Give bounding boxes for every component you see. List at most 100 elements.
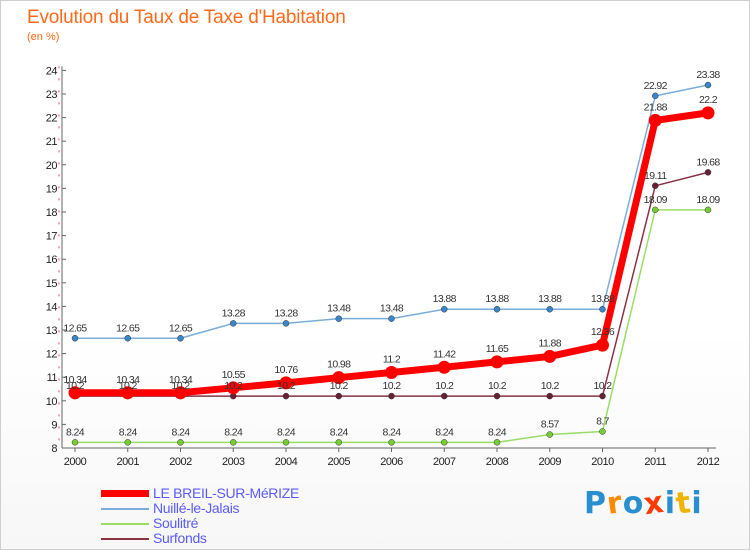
data-point xyxy=(599,392,606,400)
y-tick-label: 8 xyxy=(51,443,57,455)
data-point xyxy=(279,376,293,390)
data-label: 10.55 xyxy=(222,369,246,381)
data-point xyxy=(282,320,290,327)
x-tick-label: 2007 xyxy=(433,456,456,468)
data-label: 8.24 xyxy=(330,426,349,438)
data-point xyxy=(441,392,448,400)
data-point xyxy=(652,92,659,100)
data-label: 12.65 xyxy=(169,322,193,334)
data-point xyxy=(388,392,395,400)
data-point xyxy=(441,305,448,313)
data-point xyxy=(493,439,501,446)
data-point xyxy=(121,386,135,400)
y-tick-label: 15 xyxy=(46,278,58,290)
data-label: 13.28 xyxy=(274,307,298,319)
data-label: 10.2 xyxy=(224,380,243,392)
y-tick-label: 19 xyxy=(46,183,58,195)
legend-swatch xyxy=(101,490,149,497)
data-labels-layer: 8.24 8.24 8.24 8.24 8.24 8.24 8.24 8.24 8.24 8.57… xyxy=(63,69,721,438)
data-point xyxy=(174,386,187,400)
data-label: 10.34 xyxy=(169,374,193,386)
data-label: 10.2 xyxy=(277,380,296,392)
data-label: 23.38 xyxy=(696,69,720,81)
data-point xyxy=(71,335,79,342)
y-tick-label: 22 xyxy=(46,113,58,125)
data-label: 13.48 xyxy=(380,303,404,315)
data-label: 8.24 xyxy=(277,426,296,438)
logo-letter: i xyxy=(664,486,677,521)
y-tick-label: 17 xyxy=(46,231,58,243)
x-tick-label: 2005 xyxy=(328,456,351,468)
data-label: 21.88 xyxy=(644,101,668,113)
data-label: 8.57 xyxy=(541,419,560,431)
data-label: 11.42 xyxy=(433,348,456,360)
data-label: 18.09 xyxy=(644,194,668,206)
x-tick-label: 2004 xyxy=(275,456,298,468)
data-label: 8.24 xyxy=(488,426,507,438)
data-point xyxy=(652,206,659,214)
y-tick-label: 23 xyxy=(46,89,58,101)
data-label: 8.7 xyxy=(596,415,610,427)
data-point xyxy=(704,206,712,214)
legend-swatch xyxy=(101,538,149,540)
x-tick-label: 2009 xyxy=(539,456,562,468)
data-label: 13.88 xyxy=(538,293,562,305)
data-point xyxy=(599,305,606,313)
data-point xyxy=(177,439,184,446)
data-label: 11.65 xyxy=(486,343,509,355)
data-point xyxy=(226,381,240,395)
data-point xyxy=(652,182,659,190)
proxiti-logo: Proxiti xyxy=(584,484,703,523)
data-point xyxy=(493,392,501,400)
logo-letter: o xyxy=(622,486,645,521)
data-point xyxy=(648,113,662,127)
data-point xyxy=(230,320,237,327)
data-point xyxy=(68,386,82,400)
y-tick-label: 21 xyxy=(46,136,58,148)
data-label: 10.2 xyxy=(66,380,85,392)
data-label: 12.65 xyxy=(116,322,140,334)
x-tick-label: 2000 xyxy=(64,456,87,468)
series-layer xyxy=(68,81,715,446)
y-axis-unit: (en %) xyxy=(27,31,60,43)
data-point xyxy=(282,439,290,446)
data-point xyxy=(493,305,501,313)
data-label: 10.34 xyxy=(116,374,140,386)
data-point xyxy=(177,335,184,342)
data-point xyxy=(230,439,237,446)
data-point xyxy=(704,169,712,176)
data-label: 19.11 xyxy=(644,170,667,182)
legend-swatch xyxy=(101,508,149,510)
data-point xyxy=(490,355,504,369)
x-tick-label: 2008 xyxy=(486,456,509,468)
legend-swatch xyxy=(101,523,149,525)
data-label: 11.88 xyxy=(539,337,562,349)
data-point xyxy=(388,439,395,446)
y-tick-label: 12 xyxy=(46,349,58,361)
data-point xyxy=(596,338,609,352)
series-line xyxy=(71,109,712,397)
data-point xyxy=(546,305,553,313)
data-point xyxy=(599,428,606,435)
logo-letter: i xyxy=(691,486,703,521)
data-label: 13.88 xyxy=(433,293,457,305)
data-label: 12.65 xyxy=(63,322,87,334)
data-point xyxy=(335,392,342,400)
data-label: 22.92 xyxy=(644,80,668,92)
data-point xyxy=(335,439,342,446)
data-label: 13.88 xyxy=(591,293,615,305)
logo-letter: x xyxy=(642,484,668,523)
y-tick-label: 16 xyxy=(46,254,58,266)
data-label: 22.2 xyxy=(699,94,718,106)
data-point xyxy=(335,315,342,322)
data-point xyxy=(546,431,553,438)
data-point xyxy=(282,392,290,400)
data-point xyxy=(441,439,448,446)
data-point xyxy=(71,439,79,446)
y-tick-label: 11 xyxy=(47,372,58,384)
chart-title: Evolution du Taux de Taxe d'Habitation xyxy=(27,7,346,28)
x-tick-label: 2011 xyxy=(644,456,666,468)
data-label: 10.34 xyxy=(63,374,87,386)
